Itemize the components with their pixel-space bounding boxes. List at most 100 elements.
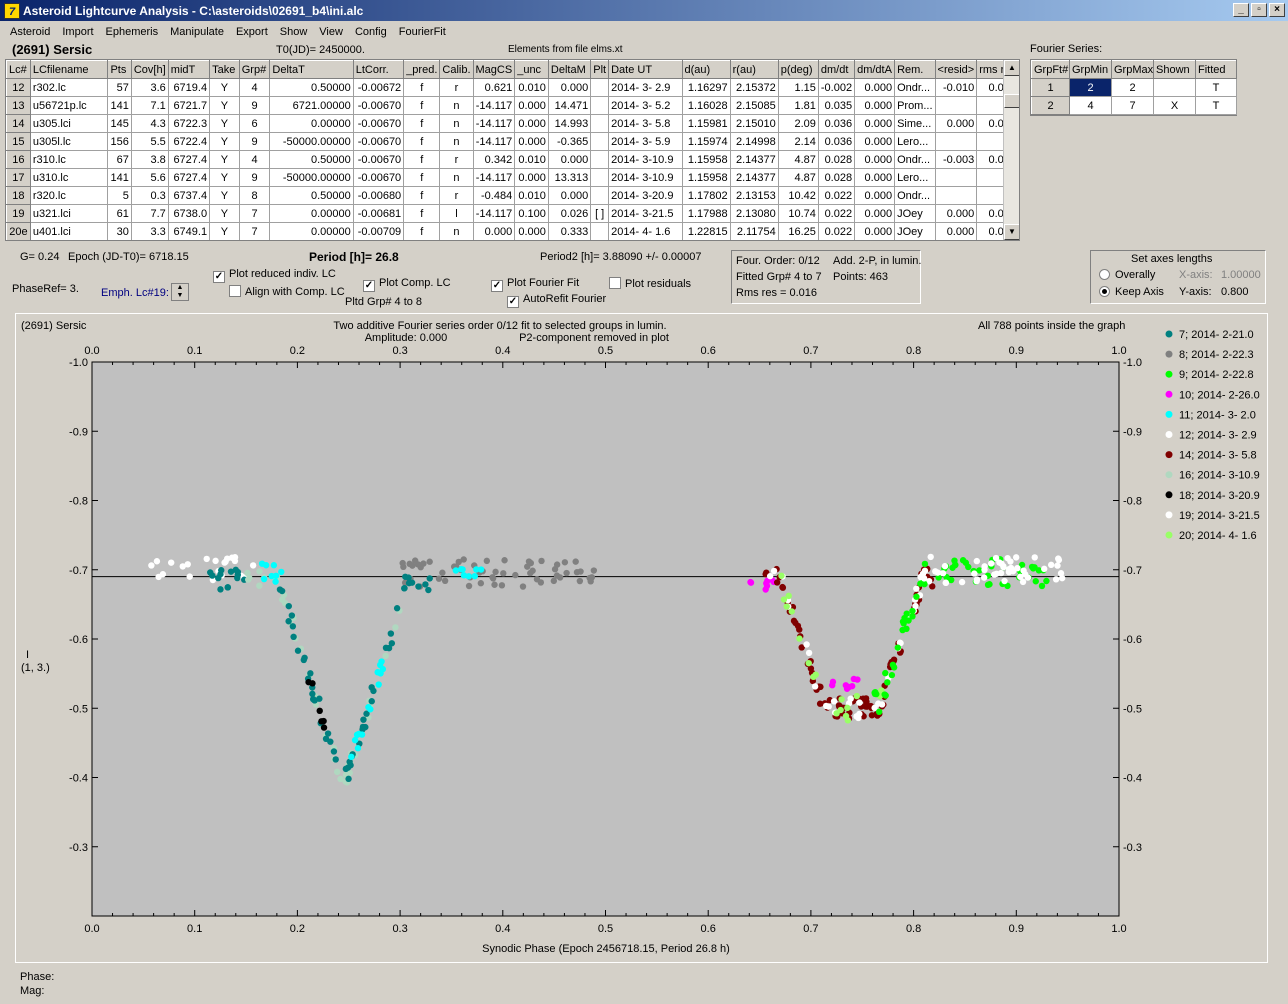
table-row[interactable]: 17 u310.lc 141 5.6 6727.4 Y 9 -50000.00000 -0.00… (6, 168, 1019, 187)
table-cell[interactable]: r310.lc (29, 150, 109, 169)
table-cell[interactable]: -0.00709 (352, 222, 405, 240)
period-value[interactable]: Period [h]= 26.8 (309, 250, 399, 264)
table-cell[interactable]: Ondr... (894, 186, 936, 205)
table-cell[interactable]: f (403, 150, 441, 169)
table-row[interactable]: 16 r310.lc 67 3.8 6727.4 Y 4 0.50000 -0.00670 f r 0… (6, 150, 1019, 169)
table-cell[interactable]: n (439, 132, 474, 151)
xaxis-value[interactable]: 1.00000 (1221, 269, 1261, 281)
table-cell[interactable]: 1.16028 (681, 96, 731, 115)
table-cell[interactable]: 6722.3 (167, 114, 211, 133)
table-cell[interactable]: u310.lc (29, 168, 109, 187)
table-cell[interactable]: 6721.7 (167, 96, 211, 115)
maximize-button[interactable]: ▫ (1251, 3, 1267, 17)
fourier-header[interactable]: Shown (1153, 60, 1196, 79)
table-cell[interactable]: 0.000 (854, 168, 896, 187)
table-cell[interactable]: 6719.4 (167, 78, 211, 97)
lightcurve-grid[interactable]: Lc# LCfilename Pts Cov[h] midT Take Grp# DeltaT… (5, 59, 1020, 241)
yaxis-value[interactable]: 0.800 (1221, 286, 1249, 298)
menu-manipulate[interactable]: Manipulate (170, 25, 224, 38)
table-cell[interactable]: 4.87 (777, 150, 819, 169)
table-cell[interactable]: 1.16297 (681, 78, 731, 97)
table-cell[interactable]: 7.7 (130, 204, 169, 223)
table-cell[interactable]: 16.25 (777, 222, 819, 240)
table-cell[interactable]: 9 (238, 96, 271, 115)
table-cell[interactable]: -50000.00000 (269, 168, 354, 187)
grid-header[interactable]: Take (209, 60, 240, 79)
table-cell[interactable] (934, 132, 978, 151)
table-cell[interactable] (590, 78, 610, 97)
table-cell[interactable]: 0.000 (934, 114, 978, 133)
plot-fourier-checkbox[interactable]: ✓ Plot Fourier Fit (491, 277, 580, 292)
table-cell[interactable]: [ ] (590, 204, 610, 223)
table-cell[interactable] (590, 150, 610, 169)
table-cell[interactable]: f (403, 222, 441, 240)
table-cell[interactable]: u305.lci (29, 114, 109, 133)
grid-header[interactable]: Cov[h] (130, 60, 169, 79)
table-cell[interactable]: -0.010 (934, 78, 978, 97)
table-cell[interactable]: Y (209, 150, 240, 169)
grid-header[interactable]: r(au) (729, 60, 779, 79)
fourier-cell[interactable]: T (1195, 96, 1237, 115)
scroll-down-icon[interactable]: ▼ (1004, 224, 1019, 240)
keep-axis-radio[interactable]: Keep Axis (1099, 286, 1164, 298)
table-cell[interactable]: r (439, 78, 474, 97)
table-cell[interactable]: Prom... (894, 96, 936, 115)
scroll-thumb[interactable] (1004, 94, 1019, 108)
menu-export[interactable]: Export (235, 25, 268, 38)
table-cell[interactable]: -14.117 (472, 132, 516, 151)
table-cell[interactable]: 10.74 (777, 204, 819, 223)
table-cell[interactable]: 0.000 (854, 204, 896, 223)
table-cell[interactable]: 6727.4 (167, 150, 211, 169)
table-cell[interactable]: f (403, 132, 441, 151)
table-row[interactable]: 18 r320.lc 5 0.3 6737.4 Y 8 0.50000 -0.00680 f r -0… (6, 186, 1019, 205)
table-cell[interactable]: 10.42 (777, 186, 819, 205)
grid-header[interactable]: d(au) (681, 60, 731, 79)
table-cell[interactable]: Sime... (894, 114, 936, 133)
table-cell[interactable]: 0.000 (854, 132, 896, 151)
table-cell[interactable] (590, 168, 610, 187)
menu-ephemeris[interactable]: Ephemeris (105, 25, 159, 38)
table-cell[interactable]: 2.14377 (729, 150, 779, 169)
table-cell[interactable]: 0.00000 (269, 222, 354, 240)
table-cell[interactable]: 0.010 (514, 186, 549, 205)
table-cell[interactable]: 4 (238, 78, 271, 97)
table-row[interactable]: 20e u401.lci 30 3.3 6749.1 Y 7 0.00000 -0.00709 f… (6, 222, 1019, 240)
table-cell[interactable]: Y (209, 114, 240, 133)
table-cell[interactable]: Y (209, 96, 240, 115)
fourier-cell[interactable]: 4 (1069, 96, 1112, 115)
table-cell[interactable]: 0.342 (472, 150, 516, 169)
table-cell[interactable]: JOey (894, 204, 936, 223)
fourier-header[interactable]: GrpMax (1111, 60, 1154, 79)
table-cell[interactable]: n (439, 96, 474, 115)
table-cell[interactable]: 6749.1 (167, 222, 211, 240)
grid-header[interactable]: LCfilename (29, 60, 109, 79)
table-cell[interactable]: 9 (238, 168, 271, 187)
table-cell[interactable]: 30 (107, 222, 132, 240)
table-cell[interactable]: -14.117 (472, 204, 516, 223)
fourier-cell[interactable]: 2 (1031, 96, 1070, 115)
table-cell[interactable]: 4.87 (777, 168, 819, 187)
table-cell[interactable]: Y (209, 168, 240, 187)
table-cell[interactable]: 3.3 (130, 222, 169, 240)
grid-scrollbar[interactable]: ▲ ▼ (1003, 60, 1019, 240)
table-cell[interactable]: n (439, 168, 474, 187)
table-row[interactable]: 12 r302.lc 57 3.6 6719.4 Y 4 0.50000 -0.00672 f r 0… (6, 78, 1019, 97)
table-cell[interactable]: 6 (238, 114, 271, 133)
table-cell[interactable]: Y (209, 186, 240, 205)
table-cell[interactable]: 67 (107, 150, 132, 169)
table-cell[interactable]: 1.15981 (681, 114, 731, 133)
grid-header[interactable]: _pred. (403, 60, 441, 79)
table-cell[interactable]: 0.50000 (269, 78, 354, 97)
table-cell[interactable]: -0.00670 (352, 150, 405, 169)
table-cell[interactable] (934, 96, 978, 115)
table-row[interactable]: 15 u305l.lc 156 5.5 6722.4 Y 9 -50000.00000 -0.0… (6, 132, 1019, 151)
table-cell[interactable]: -0.00670 (352, 132, 405, 151)
table-cell[interactable]: -14.117 (472, 96, 516, 115)
scroll-up-icon[interactable]: ▲ (1004, 60, 1019, 76)
table-cell[interactable]: -0.00672 (352, 78, 405, 97)
table-cell[interactable]: 2.13080 (729, 204, 779, 223)
table-cell[interactable]: 19 (6, 204, 31, 223)
table-cell[interactable]: 13.313 (547, 168, 592, 187)
grid-header[interactable]: Lc# (6, 60, 31, 79)
table-cell[interactable]: 0.022 (817, 222, 856, 240)
